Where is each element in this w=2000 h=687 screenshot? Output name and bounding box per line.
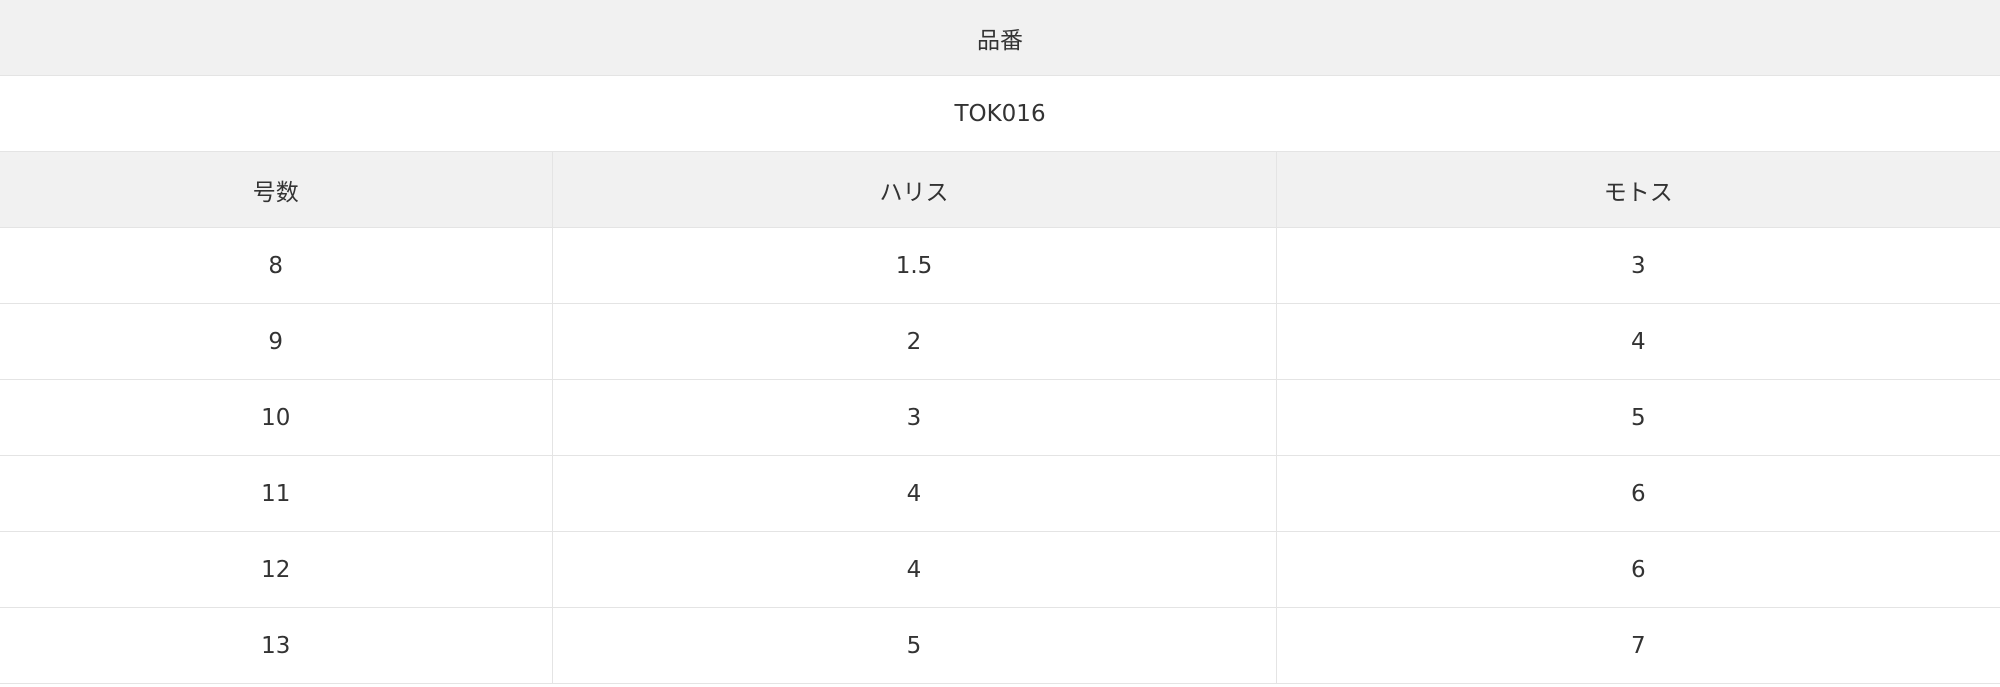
product-code-row: TOK016 xyxy=(0,75,2000,152)
cell-motosu: 6 xyxy=(1275,455,2000,532)
product-header: 品番 xyxy=(0,0,2000,76)
cell-harisu: 2 xyxy=(551,303,1277,380)
table-row: 9 2 4 xyxy=(0,303,2000,380)
cell-harisu: 4 xyxy=(551,455,1277,532)
cell-size: 9 xyxy=(0,303,553,380)
cell-size: 10 xyxy=(0,379,553,456)
table-row: 10 3 5 xyxy=(0,379,2000,456)
column-header-motosu: モトス xyxy=(1275,151,2000,228)
cell-motosu: 7 xyxy=(1275,607,2000,684)
product-code: TOK016 xyxy=(0,75,2000,152)
cell-motosu: 6 xyxy=(1275,531,2000,608)
cell-size: 8 xyxy=(0,227,553,304)
table-row: 8 1.5 3 xyxy=(0,227,2000,304)
cell-size: 12 xyxy=(0,531,553,608)
table-row: 12 4 6 xyxy=(0,531,2000,608)
column-header-size: 号数 xyxy=(0,151,553,228)
cell-motosu: 4 xyxy=(1275,303,2000,380)
cell-harisu: 1.5 xyxy=(551,227,1277,304)
cell-harisu: 4 xyxy=(551,531,1277,608)
cell-size: 13 xyxy=(0,607,553,684)
column-header-harisu: ハリス xyxy=(551,151,1277,228)
cell-motosu: 5 xyxy=(1275,379,2000,456)
cell-harisu: 3 xyxy=(551,379,1277,456)
column-header-row: 号数 ハリス モトス xyxy=(0,151,2000,228)
product-header-row: 品番 xyxy=(0,0,2000,76)
cell-harisu: 5 xyxy=(551,607,1277,684)
table-row: 11 4 6 xyxy=(0,455,2000,532)
cell-motosu: 3 xyxy=(1275,227,2000,304)
cell-size: 11 xyxy=(0,455,553,532)
table-row: 13 5 7 xyxy=(0,607,2000,684)
